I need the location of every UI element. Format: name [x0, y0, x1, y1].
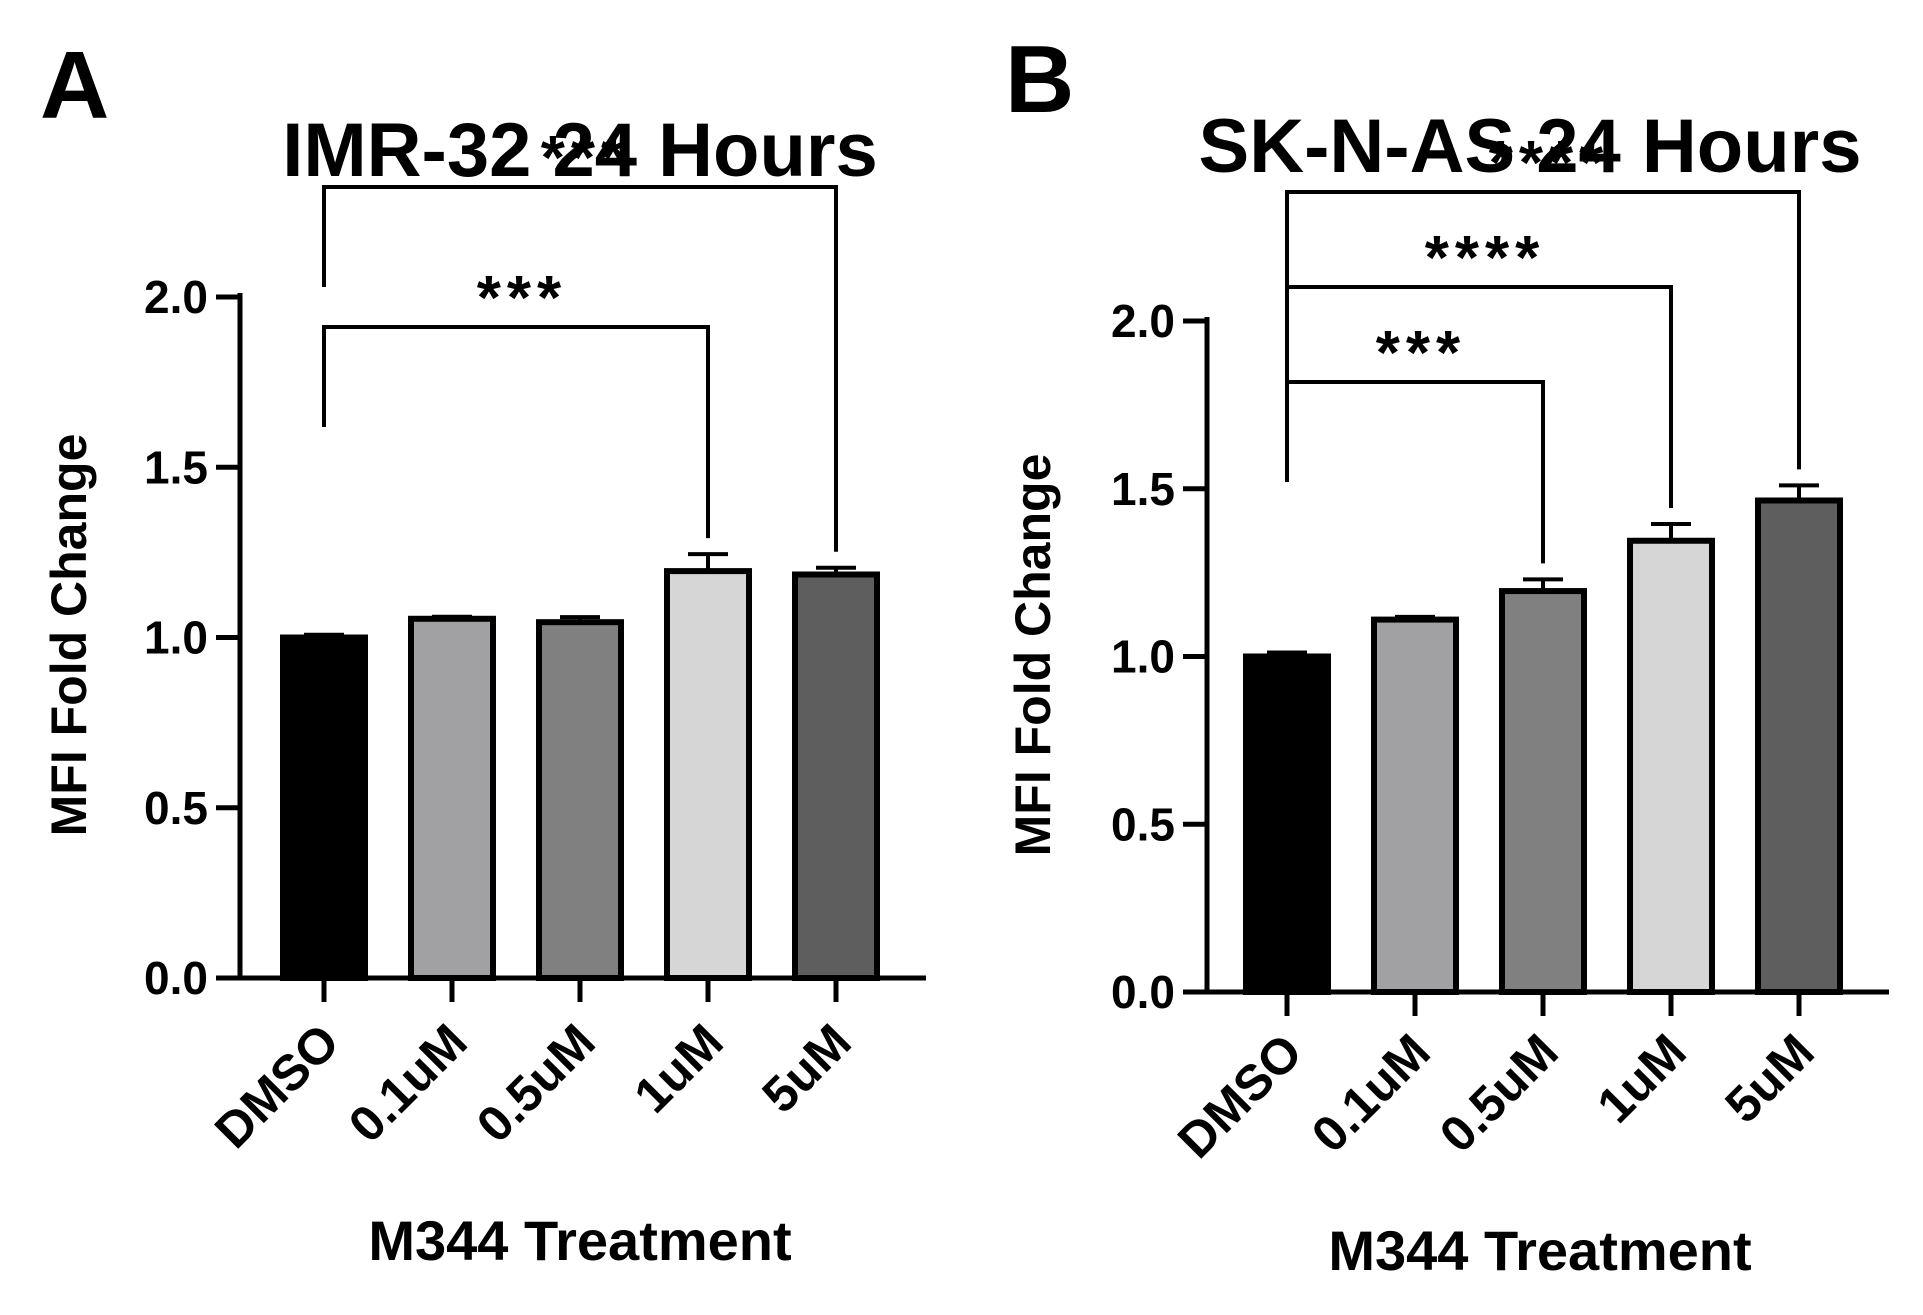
x-tick-label: 5uM: [751, 1013, 861, 1123]
y-tick-label: 2.0: [1111, 295, 1175, 347]
bar: [1243, 653, 1331, 995]
y-tick-label: 0.5: [1111, 798, 1175, 850]
y-tick-label: 0.5: [144, 782, 208, 834]
significance-label: ***: [477, 264, 567, 333]
y-axis-label: MFI Fold Change: [41, 434, 97, 837]
panel-a: A IMR-32 24 Hours MFI Fold Change M344 T…: [40, 32, 926, 1272]
y-tick-label: 1.5: [144, 441, 208, 493]
bar: [280, 634, 368, 981]
x-tick-label: 0.1uM: [338, 1013, 478, 1153]
x-tick-label: 0.1uM: [1301, 1023, 1441, 1163]
significance-bracket: [1285, 380, 1545, 564]
x-tick-label: 0.5uM: [1429, 1023, 1569, 1163]
x-tick-label: 0.5uM: [466, 1013, 606, 1153]
chart-title: SK-N-AS 24 Hours: [1199, 104, 1862, 189]
bar: [1755, 497, 1843, 995]
bar: [1371, 616, 1459, 995]
y-tick-label: 1.0: [1111, 631, 1175, 683]
bar: [792, 571, 880, 981]
bar: [1627, 537, 1715, 995]
y-tick-label: 0.0: [1111, 966, 1175, 1018]
bar: [664, 568, 752, 981]
bar: [408, 615, 496, 982]
x-axis-label: M344 Treatment: [368, 1209, 791, 1272]
y-tick-label: 1.0: [144, 612, 208, 664]
significance-bracket: [1285, 190, 1801, 470]
y-axis-label: MFI Fold Change: [1005, 454, 1061, 857]
x-axis-label: M344 Treatment: [1328, 1219, 1751, 1282]
x-tick-label: DMSO: [204, 1013, 350, 1159]
panel-label: A: [40, 32, 109, 139]
significance-label: ****: [1425, 224, 1546, 293]
significance-label: ****: [1489, 129, 1610, 198]
y-tick-label: 1.5: [1111, 463, 1175, 515]
significance-label: ***: [1376, 319, 1466, 388]
x-tick-label: DMSO: [1167, 1023, 1313, 1169]
x-tick-label: 1uM: [1586, 1023, 1696, 1133]
x-tick-label: 1uM: [623, 1013, 733, 1123]
panel-label: B: [1005, 26, 1074, 133]
x-tick-label: 5uM: [1714, 1023, 1824, 1133]
significance-bracket: [322, 325, 710, 539]
significance-bracket: [322, 185, 838, 552]
y-tick-label: 2.0: [144, 271, 208, 323]
significance-bracket: [1285, 285, 1673, 508]
significance-label: ***: [541, 124, 631, 193]
chart-title: IMR-32 24 Hours: [282, 108, 878, 193]
bar: [1499, 588, 1587, 995]
panel-b: B SK-N-AS 24 Hours MFI Fold Change M344 …: [1005, 26, 1889, 1282]
bar: [536, 619, 624, 981]
y-tick-label: 0.0: [144, 952, 208, 1004]
